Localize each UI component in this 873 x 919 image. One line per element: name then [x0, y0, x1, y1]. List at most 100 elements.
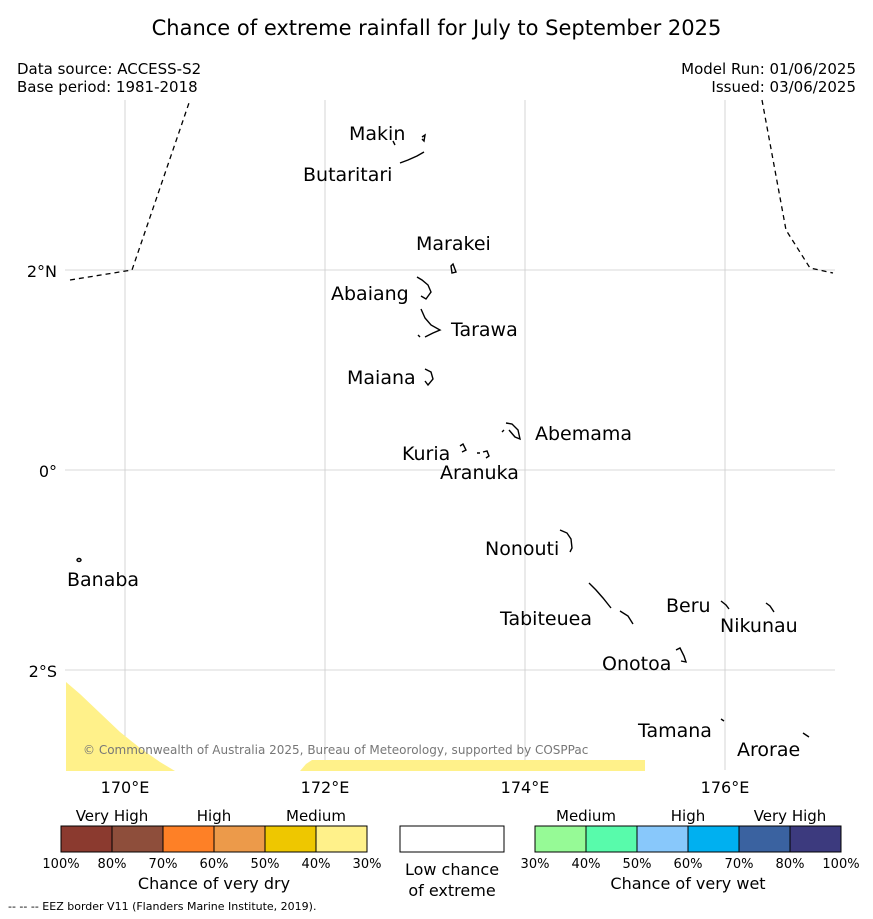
copyright-note: © Commonwealth of Australia 2025, Bureau…	[83, 743, 588, 757]
legend-wet-swatch	[585, 825, 638, 853]
island-shape-marakei	[450, 262, 457, 274]
island-label: Maiana	[347, 367, 416, 389]
island-shape-abemama	[501, 422, 521, 441]
lat-tick-label: 2°N	[27, 262, 57, 281]
legend-dry: Very High High Medium 100% 80% 70% 60% 5…	[42, 807, 381, 893]
island-label: Banaba	[67, 569, 139, 591]
island-shape-tabiteuea	[588, 582, 634, 625]
island-shape-maiana	[424, 368, 434, 387]
issued-label: Issued: 03/06/2025	[711, 78, 856, 96]
legend-wet-pct: 100%	[822, 857, 859, 872]
eez-border	[69, 99, 834, 281]
base-period-label: Base period: 1981-2018	[17, 78, 198, 96]
legend-wet-pct: 30%	[521, 857, 550, 872]
legend-low-line2: of extreme	[408, 881, 495, 900]
island-label: Aranuka	[440, 462, 519, 484]
model-run-label: Model Run: 01/06/2025	[681, 60, 856, 78]
island-label: Nonouti	[485, 538, 559, 560]
legend-wet-pct: 70%	[725, 857, 754, 872]
island-label: Marakei	[416, 233, 491, 255]
lon-tick-label: 172°E	[301, 778, 350, 797]
island-shape-arorae	[802, 732, 810, 738]
legend-wet-category: Medium	[556, 807, 616, 825]
island-label: Kuria	[402, 443, 450, 465]
island-shape-tarawa	[417, 308, 442, 338]
lon-tick-label: 170°E	[101, 778, 150, 797]
island-shape-butaritari	[392, 140, 425, 164]
legend-dry-swatch	[60, 825, 113, 853]
legend-dry-swatch	[162, 825, 215, 853]
legend-wet: Medium High Very High 30% 40% 50% 60% 70…	[521, 807, 860, 893]
island-labels: Makin Butaritari Marakei Abaiang Tarawa …	[67, 123, 800, 761]
island-label: Arorae	[737, 739, 800, 761]
run-info: Model Run: 01/06/2025 Issued: 03/06/2025	[681, 60, 856, 96]
legend-wet-swatch	[534, 825, 587, 853]
island-label: Tarawa	[450, 319, 518, 341]
legend-dry-category: High	[197, 807, 231, 825]
legend-wet-category: Very High	[754, 807, 827, 825]
island-shape-kuria	[459, 442, 467, 453]
legend-dry-pct: 70%	[149, 857, 178, 872]
legend-low-box	[399, 825, 505, 853]
island-label: Nikunau	[720, 615, 798, 637]
legend-dry-swatch	[111, 825, 164, 853]
eez-border-line	[761, 99, 834, 274]
dry-shading-area	[66, 682, 175, 771]
map-title: Chance of extreme rainfall for July to S…	[151, 16, 722, 40]
lon-axis: 170°E 172°E 174°E 176°E	[101, 778, 750, 797]
data-source-label: Data source: ACCESS-S2	[17, 60, 202, 78]
island-shape-makin	[421, 133, 426, 143]
lat-axis: 2°N 0° 2°S	[27, 262, 57, 681]
legend-wet-category: High	[671, 807, 705, 825]
island-label: Onotoa	[602, 653, 671, 675]
legend-dry-pct: 40%	[302, 857, 331, 872]
legend-dry-category: Very High	[76, 807, 149, 825]
island-label: Tamana	[637, 720, 712, 742]
legend-dry-title: Chance of very dry	[138, 874, 290, 893]
dry-shading	[66, 682, 645, 771]
legend-dry-pct: 60%	[200, 857, 229, 872]
island-label: Abaiang	[331, 283, 409, 305]
legend-dry-swatch	[315, 825, 368, 853]
legend-wet-title: Chance of very wet	[610, 874, 765, 893]
lat-tick-label: 2°S	[29, 662, 57, 681]
legend-wet-pct: 40%	[572, 857, 601, 872]
lon-tick-label: 176°E	[701, 778, 750, 797]
data-info: Data source: ACCESS-S2 Base period: 1981…	[17, 60, 201, 96]
island-label: Abemama	[535, 423, 632, 445]
legend-wet-swatch	[636, 825, 689, 853]
legend-wet-pct: 80%	[776, 857, 805, 872]
island-shape-beru	[720, 600, 730, 610]
island-label: Beru	[666, 595, 711, 617]
lat-tick-label: 0°	[39, 462, 57, 481]
gridlines	[65, 100, 835, 770]
legend-wet-swatch	[738, 825, 791, 853]
legend-dry-pct: 100%	[42, 857, 79, 872]
island-label: Butaritari	[303, 164, 392, 186]
legend-wet-pct: 50%	[623, 857, 652, 872]
legend-low: Low chance of extreme	[399, 825, 505, 900]
legend-dry-pct: 50%	[251, 857, 280, 872]
legend-dry-pct: 80%	[98, 857, 127, 872]
legend-dry-swatch	[213, 825, 266, 853]
island-shape-nikunau	[765, 602, 775, 613]
legend-dry-swatch	[264, 825, 317, 853]
island-shape-banaba	[76, 557, 82, 563]
eez-border-line	[69, 99, 191, 281]
lon-tick-label: 174°E	[501, 778, 550, 797]
legend-low-line1: Low chance	[405, 860, 499, 879]
island-shape-tamana	[720, 718, 725, 722]
island-label: Makin	[349, 123, 405, 145]
island-shape-nonouti	[559, 529, 573, 553]
legend-wet-pct: 60%	[674, 857, 703, 872]
island-shape-abaiang	[416, 276, 432, 300]
legend-dry-category: Medium	[286, 807, 346, 825]
dry-shading-area	[300, 760, 645, 771]
island-shapes	[76, 133, 810, 738]
legend-wet-swatch	[687, 825, 740, 853]
island-shape-onotoa	[675, 647, 688, 663]
island-label: Tabiteuea	[499, 608, 592, 630]
legend-wet-swatch	[789, 825, 842, 853]
eez-footnote: -- -- -- EEZ border V11 (Flanders Marine…	[8, 900, 317, 913]
